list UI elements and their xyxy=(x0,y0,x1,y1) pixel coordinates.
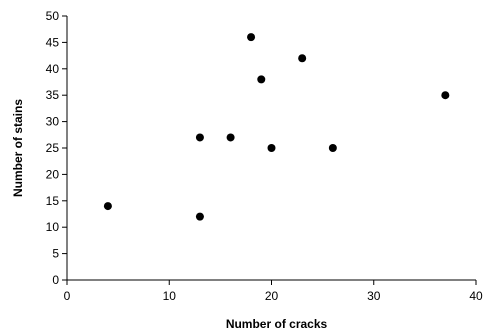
x-tick-label: 30 xyxy=(367,289,381,303)
x-tick-label: 0 xyxy=(64,289,71,303)
data-point xyxy=(441,91,450,100)
y-axis-title: Number of stains xyxy=(11,99,25,197)
data-point xyxy=(257,75,266,84)
data-point xyxy=(247,33,256,42)
x-tick-label: 40 xyxy=(469,289,483,303)
x-tick-label: 10 xyxy=(163,289,177,303)
y-tick-label: 40 xyxy=(46,62,60,76)
data-point xyxy=(267,144,276,152)
y-tick-label: 30 xyxy=(46,115,60,129)
data-point xyxy=(226,133,235,142)
y-tick-label: 10 xyxy=(46,220,60,234)
y-tick-label: 20 xyxy=(46,167,60,181)
data-point xyxy=(195,212,204,221)
y-axis-ticks: 0 5 10 15 20 25 30 35 40 45 50 xyxy=(46,9,67,287)
data-point xyxy=(298,54,307,63)
y-tick-label: 0 xyxy=(52,273,59,287)
y-tick-label: 25 xyxy=(46,141,60,155)
y-tick-label: 15 xyxy=(46,194,60,208)
x-tick-label: 20 xyxy=(265,289,279,303)
data-points xyxy=(103,33,450,221)
x-axis-ticks: 0 10 20 30 40 xyxy=(64,280,483,303)
y-tick-label: 35 xyxy=(46,88,60,102)
data-point xyxy=(103,202,112,211)
data-point xyxy=(195,133,204,142)
data-point xyxy=(328,144,337,152)
y-tick-label: 5 xyxy=(52,247,59,261)
y-tick-label: 50 xyxy=(46,9,60,23)
x-axis-title: Number of cracks xyxy=(226,317,328,331)
y-tick-label: 45 xyxy=(46,35,60,49)
